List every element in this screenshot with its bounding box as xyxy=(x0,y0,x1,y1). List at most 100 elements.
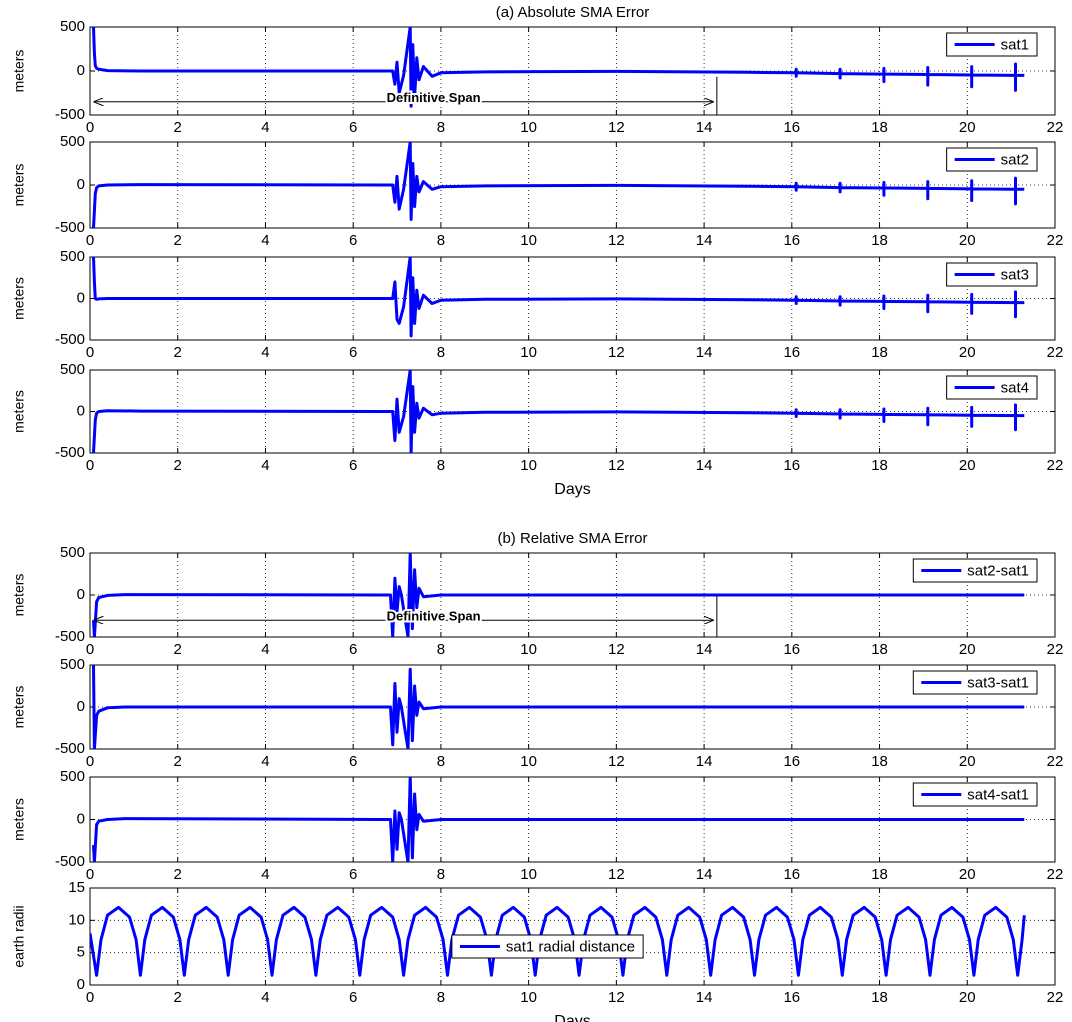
x-tick-label: 2 xyxy=(174,641,182,658)
legend-box xyxy=(912,782,1038,807)
x-tick-label: 12 xyxy=(608,753,625,770)
legend-label: sat4 xyxy=(1001,379,1029,396)
x-tick-label: 20 xyxy=(959,457,976,474)
x-tick-label: 12 xyxy=(608,119,625,136)
x-tick-label: 0 xyxy=(86,989,94,1006)
y-tick-label: 5 xyxy=(77,944,85,961)
chart-title: (b) Relative SMA Error xyxy=(497,530,647,547)
x-tick-label: 8 xyxy=(437,344,445,361)
y-axis-label: meters xyxy=(11,277,27,320)
y-tick-label: -500 xyxy=(55,628,85,645)
legend-box xyxy=(912,670,1038,695)
legend-label: sat2-sat1 xyxy=(967,562,1029,579)
x-tick-label: 14 xyxy=(696,641,713,658)
data-line xyxy=(92,370,1025,453)
legend: sat2-sat1 xyxy=(912,558,1038,583)
y-tick-label: 0 xyxy=(77,176,85,193)
x-tick-label: 12 xyxy=(608,232,625,249)
y-axis-label: meters xyxy=(11,798,27,841)
x-tick-label: 16 xyxy=(783,344,800,361)
x-tick-label: 8 xyxy=(437,119,445,136)
x-tick-label: 14 xyxy=(696,344,713,361)
x-tick-label: 6 xyxy=(349,641,357,658)
x-tick-label: 4 xyxy=(261,457,269,474)
y-tick-label: -500 xyxy=(55,106,85,123)
y-axis-label: meters xyxy=(11,574,27,617)
x-tick-label: 18 xyxy=(871,753,888,770)
y-tick-label: -500 xyxy=(55,853,85,870)
annotation: Definitive Span xyxy=(387,90,481,105)
x-tick-label: 16 xyxy=(783,457,800,474)
x-tick-label: 8 xyxy=(437,232,445,249)
y-tick-label: 10 xyxy=(68,911,85,928)
data-line xyxy=(92,142,1025,228)
legend: sat2 xyxy=(946,147,1038,172)
x-tick-label: 0 xyxy=(86,119,94,136)
x-tick-label: 16 xyxy=(783,753,800,770)
x-tick-label: 4 xyxy=(261,989,269,1006)
x-tick-label: 2 xyxy=(174,344,182,361)
x-tick-label: 4 xyxy=(261,344,269,361)
x-tick-label: 14 xyxy=(696,232,713,249)
x-tick-label: 6 xyxy=(349,866,357,883)
subplot: 0 2 4 6 8 10 12 14 16 18 20 22-5000500meterssat4-sa… xyxy=(11,768,1064,883)
y-axis-label: meters xyxy=(11,390,27,433)
x-tick-label: 8 xyxy=(437,753,445,770)
x-tick-label: 20 xyxy=(959,866,976,883)
subplot: 0 2 4 6 8 10 12 14 16 18 20 22-5000500Daysmeterssat… xyxy=(11,361,1064,498)
x-tick-label: 16 xyxy=(783,119,800,136)
x-tick-label: 20 xyxy=(959,641,976,658)
y-tick-label: 500 xyxy=(60,768,85,785)
y-tick-label: 500 xyxy=(60,18,85,35)
x-tick-label: 22 xyxy=(1047,344,1064,361)
x-tick-label: 18 xyxy=(871,457,888,474)
x-tick-label: 0 xyxy=(86,344,94,361)
x-tick-label: 10 xyxy=(520,753,537,770)
legend-box xyxy=(451,934,644,959)
data-line xyxy=(92,257,1025,338)
x-tick-label: 10 xyxy=(520,866,537,883)
y-axis-label: meters xyxy=(11,50,27,93)
x-tick-label: 6 xyxy=(349,232,357,249)
x-tick-label: 20 xyxy=(959,989,976,1006)
x-tick-label: 22 xyxy=(1047,753,1064,770)
legend-label: sat1 radial distance xyxy=(506,938,635,955)
data-line xyxy=(90,905,1026,977)
y-tick-label: 0 xyxy=(77,810,85,827)
x-tick-label: 12 xyxy=(608,344,625,361)
x-tick-label: 12 xyxy=(608,457,625,474)
x-tick-label: 2 xyxy=(174,119,182,136)
x-tick-label: 2 xyxy=(174,457,182,474)
x-tick-label: 2 xyxy=(174,753,182,770)
y-tick-label: -500 xyxy=(55,444,85,461)
x-tick-label: 0 xyxy=(86,866,94,883)
x-tick-label: 2 xyxy=(174,866,182,883)
x-tick-label: 8 xyxy=(437,457,445,474)
x-tick-label: 10 xyxy=(520,119,537,136)
y-tick-label: 0 xyxy=(77,62,85,79)
x-tick-label: 18 xyxy=(871,866,888,883)
x-tick-label: 18 xyxy=(871,641,888,658)
x-tick-label: 6 xyxy=(349,344,357,361)
legend: sat1 xyxy=(946,32,1038,57)
x-tick-label: 20 xyxy=(959,119,976,136)
legend-label: sat3 xyxy=(1001,266,1029,283)
x-tick-label: 14 xyxy=(696,119,713,136)
x-tick-label: 22 xyxy=(1047,457,1064,474)
y-axis-label: earth radii xyxy=(11,905,27,967)
x-tick-label: 10 xyxy=(520,989,537,1006)
x-tick-label: 2 xyxy=(174,989,182,1006)
legend: sat1 radial distance xyxy=(451,934,644,959)
x-tick-label: 10 xyxy=(520,641,537,658)
x-tick-label: 4 xyxy=(261,232,269,249)
legend: sat4 xyxy=(946,375,1038,400)
x-axis-label: Days xyxy=(554,481,590,498)
y-tick-label: 500 xyxy=(60,544,85,561)
y-tick-label: -500 xyxy=(55,219,85,236)
data-line xyxy=(92,777,1025,862)
x-tick-label: 14 xyxy=(696,989,713,1006)
x-tick-label: 20 xyxy=(959,232,976,249)
